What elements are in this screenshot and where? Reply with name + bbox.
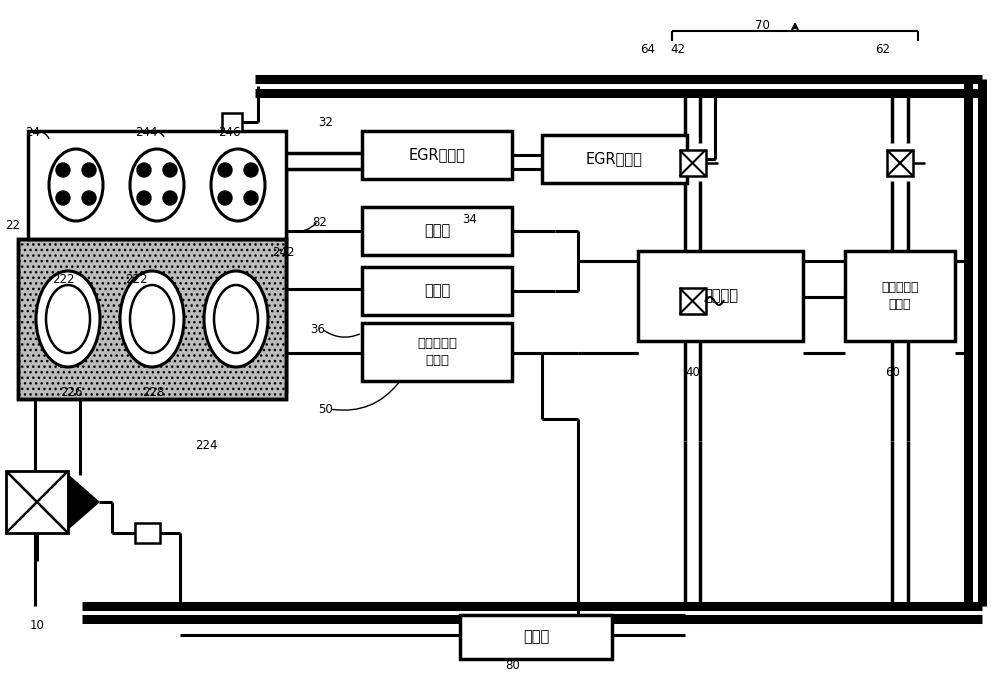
Text: 222: 222 [125, 273, 148, 286]
Text: 节气门: 节气门 [424, 283, 450, 299]
Text: 60: 60 [885, 366, 900, 379]
Text: EGR冷却器: EGR冷却器 [409, 147, 465, 162]
Bar [542, 135, 687, 183]
Bar [638, 251, 803, 341]
Text: 228: 228 [142, 386, 164, 399]
Circle shape [218, 163, 232, 177]
Bar [460, 615, 612, 659]
Ellipse shape [130, 149, 184, 221]
Circle shape [244, 191, 258, 205]
Text: 散热器: 散热器 [523, 630, 549, 645]
Ellipse shape [36, 271, 100, 367]
Text: EGR控制阀: EGR控制阀 [586, 151, 643, 167]
Ellipse shape [204, 271, 268, 367]
Text: 发动机机油
冷却器: 发动机机油 冷却器 [417, 337, 457, 367]
Bar [887, 150, 913, 176]
Circle shape [244, 163, 258, 177]
Text: 24: 24 [25, 126, 40, 139]
Bar [18, 239, 286, 399]
Text: 42: 42 [670, 43, 685, 56]
Bar [845, 251, 955, 341]
Bar [680, 150, 706, 176]
Text: 节温器: 节温器 [424, 223, 450, 238]
Bar [362, 323, 512, 381]
Bar [362, 267, 512, 315]
Circle shape [137, 163, 151, 177]
Text: 10: 10 [30, 619, 45, 632]
Text: 224: 224 [195, 439, 218, 452]
Ellipse shape [120, 271, 184, 367]
Text: 36: 36 [310, 323, 325, 336]
Ellipse shape [49, 149, 103, 221]
Text: 40: 40 [685, 366, 700, 379]
Polygon shape [68, 475, 99, 529]
Text: 80: 80 [505, 659, 520, 672]
Text: 34: 34 [462, 213, 477, 226]
Bar [680, 288, 706, 314]
Bar [18, 239, 286, 399]
Text: 62: 62 [875, 43, 890, 56]
Text: 加热器芒: 加热器芒 [703, 289, 738, 303]
Text: 32: 32 [318, 116, 333, 129]
Circle shape [56, 163, 70, 177]
Bar [18, 239, 286, 399]
Circle shape [163, 191, 177, 205]
Circle shape [163, 163, 177, 177]
Ellipse shape [214, 285, 258, 353]
Bar [6, 471, 68, 533]
Text: 变速器机油
冷却器: 变速器机油 冷却器 [881, 281, 919, 311]
Text: 50: 50 [318, 403, 333, 416]
Ellipse shape [130, 285, 174, 353]
Bar [135, 523, 160, 543]
Text: 22: 22 [5, 219, 20, 232]
Circle shape [218, 191, 232, 205]
Text: 244: 244 [135, 126, 158, 139]
Circle shape [56, 191, 70, 205]
Text: 82: 82 [312, 216, 327, 229]
Bar [222, 113, 242, 131]
Bar [362, 131, 512, 179]
Circle shape [82, 191, 96, 205]
Bar [28, 131, 286, 239]
Text: 226: 226 [60, 386, 83, 399]
Circle shape [82, 163, 96, 177]
Text: 246: 246 [218, 126, 241, 139]
Text: 64: 64 [640, 43, 655, 56]
Ellipse shape [46, 285, 90, 353]
Ellipse shape [211, 149, 265, 221]
Text: 242: 242 [272, 246, 295, 259]
Circle shape [137, 191, 151, 205]
Text: 70: 70 [755, 19, 770, 32]
Bar [362, 207, 512, 255]
Text: 222: 222 [52, 273, 75, 286]
